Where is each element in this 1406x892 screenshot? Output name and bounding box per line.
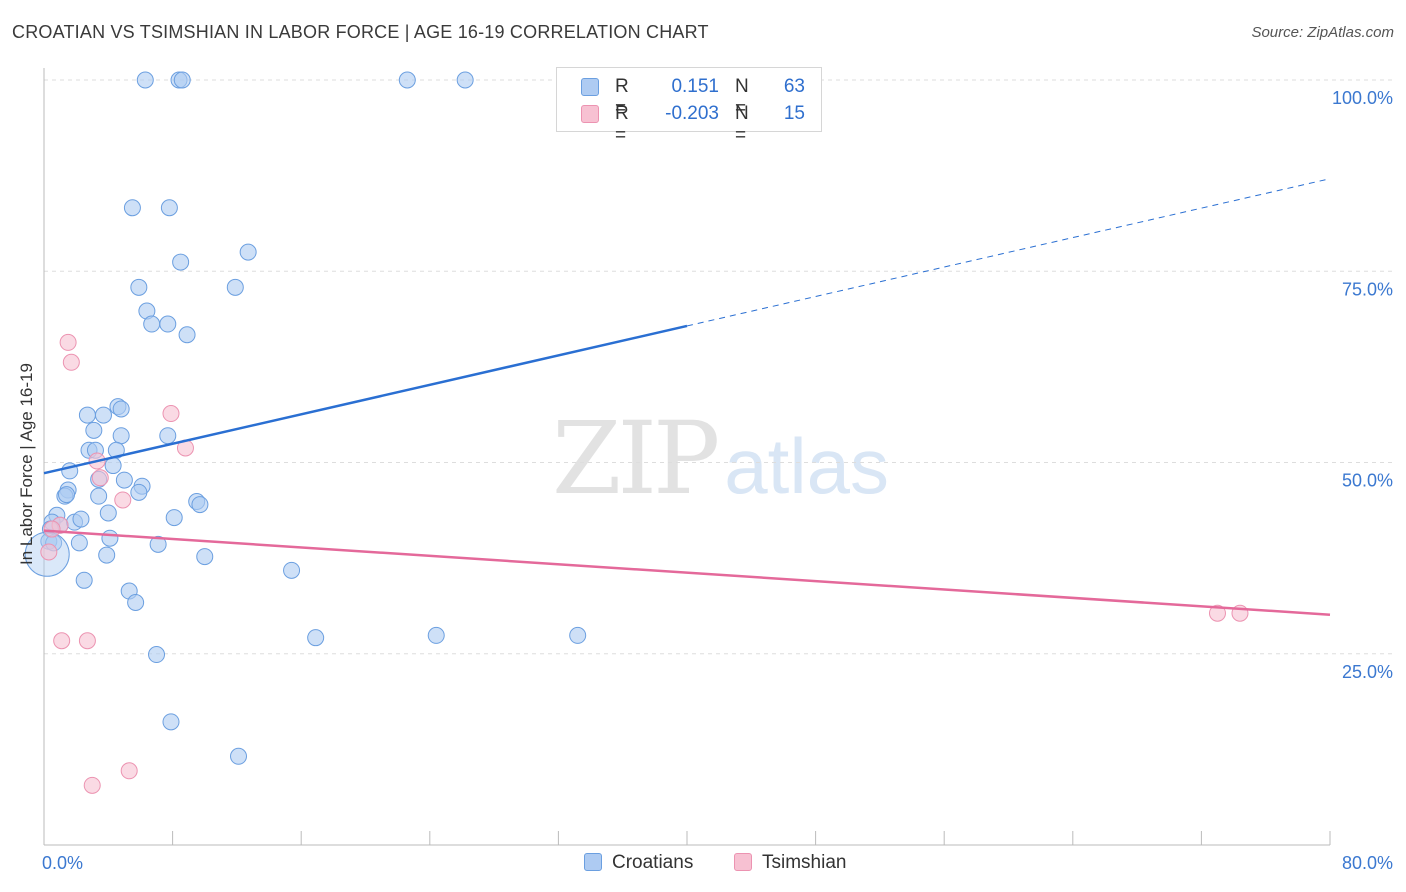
tsimshian-swatch: [581, 105, 599, 123]
croatians-n-value: 63: [783, 76, 805, 97]
tsimshian-trendline: [43, 529, 1331, 616]
croatians-point: [112, 400, 130, 418]
tsimshian-point: [43, 520, 61, 538]
y-tick-label: 25.0%: [1342, 662, 1393, 682]
croatians-point: [173, 71, 191, 89]
croatians-trendline-extension: [686, 178, 1331, 327]
croatians-r-label: R =: [615, 76, 629, 119]
croatians-point: [162, 713, 180, 731]
croatians-point: [226, 278, 244, 296]
tsimshian-point: [91, 469, 109, 487]
watermark: ZIP atlas: [552, 400, 889, 517]
croatians-point: [427, 626, 445, 644]
croatians-point: [98, 546, 116, 564]
tsimshian-point: [1208, 604, 1226, 622]
tsimshian-point: [83, 776, 101, 794]
croatians-point: [123, 199, 141, 217]
source-label: Source: ZipAtlas.com: [1251, 24, 1394, 41]
y-tick-label: 50.0%: [1342, 471, 1393, 491]
tsimshian-legend-label: Tsimshian: [762, 852, 847, 873]
croatians-point: [283, 561, 301, 579]
tsimshian-point: [62, 353, 80, 371]
tsimshian-point: [59, 333, 77, 351]
croatians-point: [130, 278, 148, 296]
croatians-point: [70, 534, 88, 552]
croatians-point: [90, 487, 108, 505]
tsimshian-r-value: -0.203: [665, 103, 719, 124]
croatians-point: [75, 571, 93, 589]
croatians-point: [165, 509, 183, 527]
watermark-zip: ZIP: [552, 400, 720, 517]
croatians-trendline: [43, 324, 688, 475]
tsimshian-point: [53, 632, 71, 650]
watermark-atlas: atlas: [724, 422, 890, 510]
croatians-point: [178, 326, 196, 344]
croatians-point: [85, 421, 103, 439]
tsimshian-legend-swatch: [734, 853, 752, 871]
croatians-point: [99, 504, 117, 522]
y-axis-title: In Labor Force | Age 16-19: [17, 363, 36, 565]
croatians-point: [104, 457, 122, 475]
croatians-point: [127, 593, 145, 611]
croatians-point: [456, 71, 474, 89]
croatians-point: [191, 496, 209, 514]
tsimshian-n-value: 15: [783, 103, 805, 124]
tsimshian-n-label: N =: [735, 103, 749, 146]
croatians-point: [112, 427, 130, 445]
croatians-point: [148, 646, 166, 664]
croatians-point: [160, 199, 178, 217]
tsimshian-point: [40, 543, 58, 561]
croatians-point: [130, 483, 148, 501]
croatians-point: [196, 548, 214, 566]
croatians-point: [172, 253, 190, 271]
croatians-legend-label: Croatians: [612, 852, 694, 873]
croatians-point: [149, 535, 167, 553]
x-tick-label-max: 80.0%: [1342, 853, 1393, 873]
legend-item-croatians[interactable]: Croatians: [584, 852, 693, 874]
croatians-point: [569, 626, 587, 644]
croatians-point: [72, 510, 90, 528]
croatians-point: [159, 427, 177, 445]
chart-title: CROATIAN VS TSIMSHIAN IN LABOR FORCE | A…: [12, 22, 709, 42]
croatians-point: [230, 747, 248, 765]
croatians-point: [136, 71, 154, 89]
croatians-point: [94, 406, 112, 424]
croatians-point: [398, 71, 416, 89]
y-tick-label: 75.0%: [1342, 279, 1393, 299]
croatians-point: [78, 406, 96, 424]
croatians-point: [115, 471, 133, 489]
croatians-point: [101, 529, 119, 547]
croatians-point: [58, 486, 76, 504]
tsimshian-point: [120, 762, 138, 780]
croatians-point: [159, 315, 177, 333]
tsimshian-point: [162, 405, 180, 423]
croatians-r-value: 0.151: [671, 76, 719, 97]
croatians-swatch: [581, 78, 599, 96]
croatians-point: [307, 629, 325, 647]
tsimshian-point: [114, 491, 132, 509]
croatians-legend-swatch: [584, 853, 602, 871]
croatians-point: [143, 315, 161, 333]
legend-item-tsimshian[interactable]: Tsimshian: [734, 852, 846, 874]
x-tick-label-min: 0.0%: [42, 853, 83, 873]
tsimshian-point: [78, 632, 96, 650]
y-tick-label: 100.0%: [1332, 88, 1393, 108]
stats-legend: R = 0.151 N = 63 R = -0.203 N = 15: [556, 67, 822, 146]
croatians-n-label: N =: [735, 76, 749, 119]
tsimshian-r-label: R =: [615, 103, 629, 146]
croatians-point: [239, 243, 257, 261]
